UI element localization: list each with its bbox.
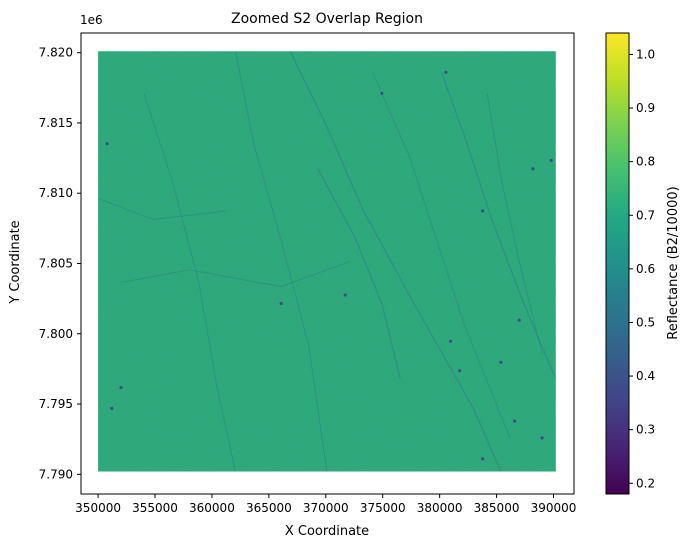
colorbar-label: Reflectance (B2/10000) — [666, 186, 681, 339]
heatmap-dark-spot — [105, 142, 109, 146]
heatmap-texture — [98, 51, 556, 472]
y-tick-label: 7.810 — [39, 186, 73, 200]
heatmap-dark-spot — [499, 360, 503, 364]
colorbar-tick-label: 0.6 — [636, 262, 655, 276]
heatmap-feature — [120, 260, 350, 288]
heatmap-dark-spot — [481, 209, 485, 213]
heatmap-feature — [440, 72, 556, 380]
heatmap-dark-spot — [119, 385, 123, 390]
y-tick-label: 7.820 — [39, 46, 73, 60]
heatmap-dark-spot — [540, 436, 544, 440]
colorbar-tick-label: 0.4 — [636, 369, 655, 383]
y-tick-label: 7.805 — [39, 257, 73, 271]
colorbar-gradient — [605, 32, 630, 495]
x-tick-label: 375000 — [360, 501, 406, 515]
heatmap-features — [98, 51, 556, 472]
heatmap-feature — [317, 168, 401, 380]
x-tick-label: 365000 — [246, 501, 292, 515]
heatmap-dark-spot — [444, 70, 448, 74]
x-tick-label: 355000 — [132, 501, 178, 515]
heatmap-dark-spot — [448, 339, 453, 343]
y-offset-label: 1e6 — [80, 13, 103, 27]
heatmap-dark-spot — [531, 167, 535, 171]
colorbar-tick-label: 0.7 — [636, 208, 655, 222]
colorbar: 0.2 0.3 0.4 0.5 0.6 0.7 0.8 0.9 1.0 Reflectance … — [605, 32, 681, 495]
y-tick-label: 7.815 — [39, 116, 73, 130]
y-axis: 7.790 7.795 7.800 7.805 7.810 7.815 7.820 — [39, 46, 81, 481]
heatmap-feature — [143, 93, 236, 472]
colorbar-tick-label: 0.3 — [636, 423, 655, 437]
heatmap-dark-spot — [343, 293, 347, 297]
colorbar-tick-label: 0.8 — [636, 155, 655, 169]
colorbar-tick-label: 0.2 — [636, 476, 655, 490]
colorbar-ticks: 0.2 0.3 0.4 0.5 0.6 0.7 0.8 0.9 1.0 — [629, 47, 655, 490]
heatmap-dark-spot — [380, 91, 384, 95]
x-tick-label: 385000 — [474, 501, 520, 515]
colorbar-tick-label: 1.0 — [636, 47, 655, 61]
heatmap-dark-spot — [513, 419, 517, 423]
colorbar-tick-label: 0.9 — [636, 101, 655, 115]
heatmap-feature — [234, 51, 328, 472]
heatmap-dark-spot — [110, 406, 114, 411]
chart-title: Zoomed S2 Overlap Region — [231, 11, 423, 27]
heatmap-feature — [486, 93, 543, 354]
heatmap-dark-spot — [549, 158, 553, 163]
x-tick-label: 350000 — [75, 501, 121, 515]
x-axis: 350000 355000 360000 365000 370000 375000 3800… — [75, 494, 576, 515]
y-tick-label: 7.790 — [39, 467, 73, 481]
x-tick-label: 360000 — [189, 501, 235, 515]
heatmap-dark-spot — [279, 301, 283, 305]
colorbar-tick-label: 0.5 — [636, 315, 655, 329]
heatmap-feature — [372, 72, 511, 439]
y-tick-label: 7.800 — [39, 327, 73, 341]
x-tick-label: 380000 — [417, 501, 463, 515]
heatmap-dark-spot — [481, 457, 485, 461]
plot-area — [80, 32, 575, 495]
x-tick-label: 390000 — [531, 501, 577, 515]
y-axis-label: Y Coordinate — [8, 220, 23, 304]
y-tick-label: 7.795 — [39, 397, 73, 411]
heatmap-dark-spot — [458, 369, 462, 373]
heatmap-feature — [289, 51, 502, 472]
heatmap-dark-spot — [517, 318, 521, 322]
x-axis-label: X Coordinate — [285, 524, 369, 539]
heatmap-feature — [98, 197, 227, 220]
x-tick-label: 370000 — [303, 501, 349, 515]
